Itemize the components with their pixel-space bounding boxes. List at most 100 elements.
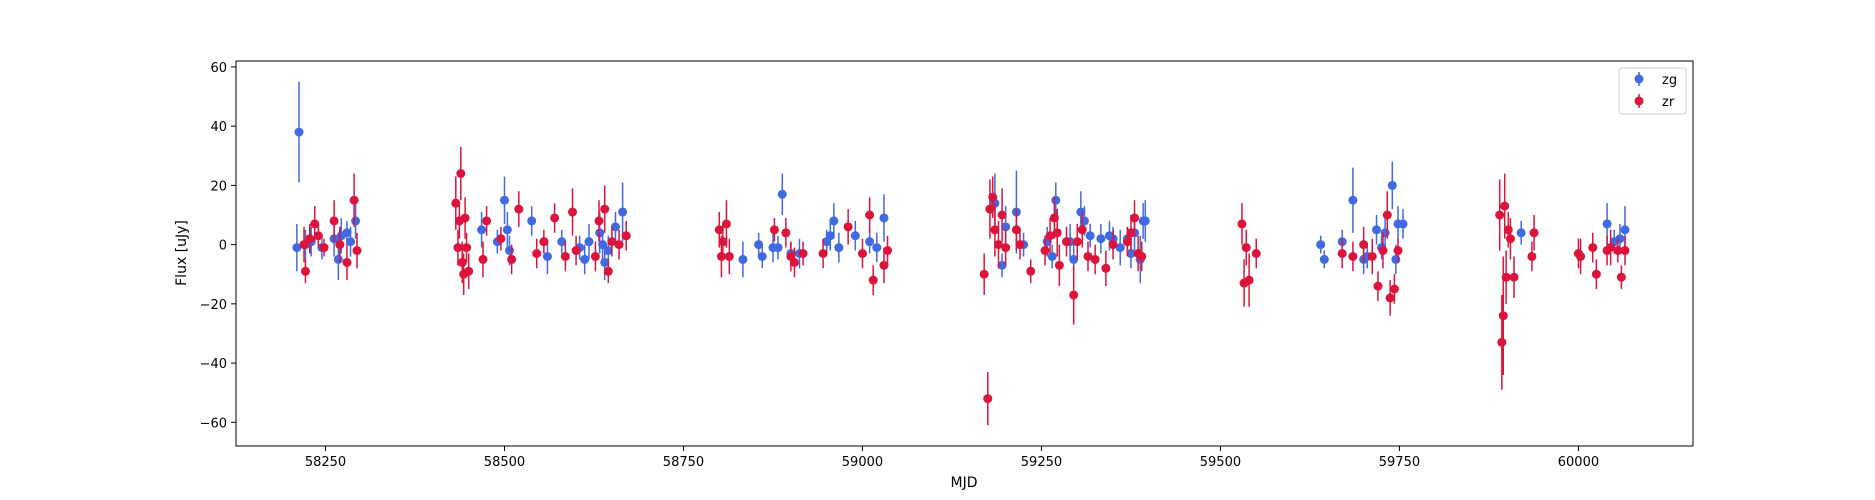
data-point bbox=[1244, 275, 1254, 285]
data-point bbox=[557, 237, 567, 247]
y-axis-label: Flux [uJy] bbox=[174, 220, 190, 286]
data-point bbox=[335, 240, 345, 250]
data-point bbox=[1613, 246, 1623, 256]
plot-frame bbox=[235, 60, 1694, 447]
data-point bbox=[590, 251, 600, 261]
data-point bbox=[1373, 281, 1383, 291]
data-point bbox=[1001, 243, 1011, 253]
data-point bbox=[1011, 225, 1021, 235]
data-point bbox=[527, 216, 537, 226]
data-point bbox=[1527, 251, 1537, 261]
data-point bbox=[1122, 237, 1132, 247]
data-point bbox=[789, 257, 799, 267]
data-point bbox=[865, 237, 875, 247]
data-point bbox=[1052, 228, 1062, 238]
data-point bbox=[868, 275, 878, 285]
y-axis-ticks: −60 −40 −20 0 20 40 60 bbox=[200, 61, 236, 431]
data-point bbox=[1529, 228, 1539, 238]
data-point bbox=[1348, 251, 1358, 261]
data-point bbox=[346, 237, 356, 247]
data-point bbox=[560, 251, 570, 261]
data-point bbox=[1359, 240, 1369, 250]
data-point bbox=[1576, 251, 1586, 261]
data-point bbox=[1389, 284, 1399, 294]
data-point bbox=[1620, 225, 1630, 235]
data-point bbox=[621, 231, 631, 241]
data-point bbox=[721, 219, 731, 229]
data-point bbox=[1062, 237, 1072, 247]
data-point bbox=[1040, 246, 1050, 256]
x-tick-label: 58250 bbox=[305, 455, 346, 470]
x-tick-label: 60000 bbox=[1558, 455, 1599, 470]
data-point bbox=[1387, 180, 1397, 190]
data-point bbox=[1069, 290, 1079, 300]
data-point bbox=[1348, 195, 1358, 205]
data-point bbox=[1505, 234, 1515, 244]
data-point bbox=[1072, 237, 1082, 247]
x-tick-label: 59500 bbox=[1200, 455, 1241, 470]
y-tick-label: 60 bbox=[210, 61, 227, 76]
data-point bbox=[292, 243, 302, 253]
x-axis-label: MJD bbox=[951, 475, 978, 491]
data-point bbox=[294, 127, 304, 137]
data-point bbox=[724, 251, 734, 261]
data-point bbox=[1126, 228, 1136, 238]
data-point bbox=[1083, 251, 1093, 261]
x-tick-label: 58500 bbox=[484, 455, 525, 470]
data-point bbox=[305, 234, 315, 244]
data-point bbox=[1130, 213, 1140, 223]
data-point bbox=[342, 257, 352, 267]
data-point bbox=[313, 231, 323, 241]
data-point bbox=[1602, 219, 1612, 229]
data-point bbox=[781, 228, 791, 238]
y-tick-label: 20 bbox=[210, 179, 227, 194]
data-point bbox=[319, 243, 329, 253]
data-point bbox=[1372, 225, 1382, 235]
data-point bbox=[990, 225, 1000, 235]
data-point bbox=[333, 254, 343, 264]
data-point bbox=[478, 254, 488, 264]
data-point bbox=[568, 207, 578, 217]
data-point bbox=[1045, 231, 1055, 241]
data-point bbox=[769, 225, 779, 235]
data-point bbox=[607, 237, 617, 247]
data-point bbox=[594, 216, 604, 226]
data-point bbox=[879, 213, 889, 223]
data-point bbox=[757, 251, 767, 261]
data-point bbox=[1251, 249, 1261, 258]
data-point bbox=[850, 231, 860, 241]
data-point bbox=[505, 246, 515, 256]
data-point bbox=[1378, 246, 1388, 256]
x-axis-ticks: 58250 58500 58750 59000 59250 59500 59750 60000 bbox=[305, 446, 1599, 470]
data-point bbox=[883, 246, 893, 256]
data-point bbox=[618, 207, 628, 217]
data-point bbox=[1316, 240, 1326, 250]
data-point bbox=[798, 249, 808, 258]
data-point bbox=[1047, 251, 1057, 261]
data-point bbox=[1026, 266, 1036, 276]
data-point bbox=[714, 225, 724, 235]
data-point bbox=[299, 240, 309, 250]
data-point bbox=[600, 257, 610, 267]
data-point bbox=[988, 192, 998, 202]
data-point bbox=[1096, 234, 1106, 244]
data-point bbox=[1126, 249, 1136, 258]
data-point bbox=[1498, 311, 1508, 321]
data-point bbox=[716, 251, 726, 261]
data-point bbox=[1076, 207, 1086, 217]
data-point bbox=[1140, 216, 1150, 226]
x-tick-label: 59750 bbox=[1379, 455, 1420, 470]
data-point bbox=[456, 169, 466, 179]
data-point bbox=[610, 222, 620, 232]
data-point bbox=[1588, 243, 1598, 253]
data-point bbox=[550, 213, 560, 223]
data-point bbox=[1137, 251, 1147, 261]
data-point bbox=[499, 195, 509, 205]
data-point bbox=[614, 240, 624, 250]
data-point bbox=[872, 243, 882, 253]
data-point bbox=[310, 219, 320, 229]
data-point bbox=[1503, 225, 1513, 235]
legend-label-zr: zr bbox=[1662, 95, 1675, 110]
